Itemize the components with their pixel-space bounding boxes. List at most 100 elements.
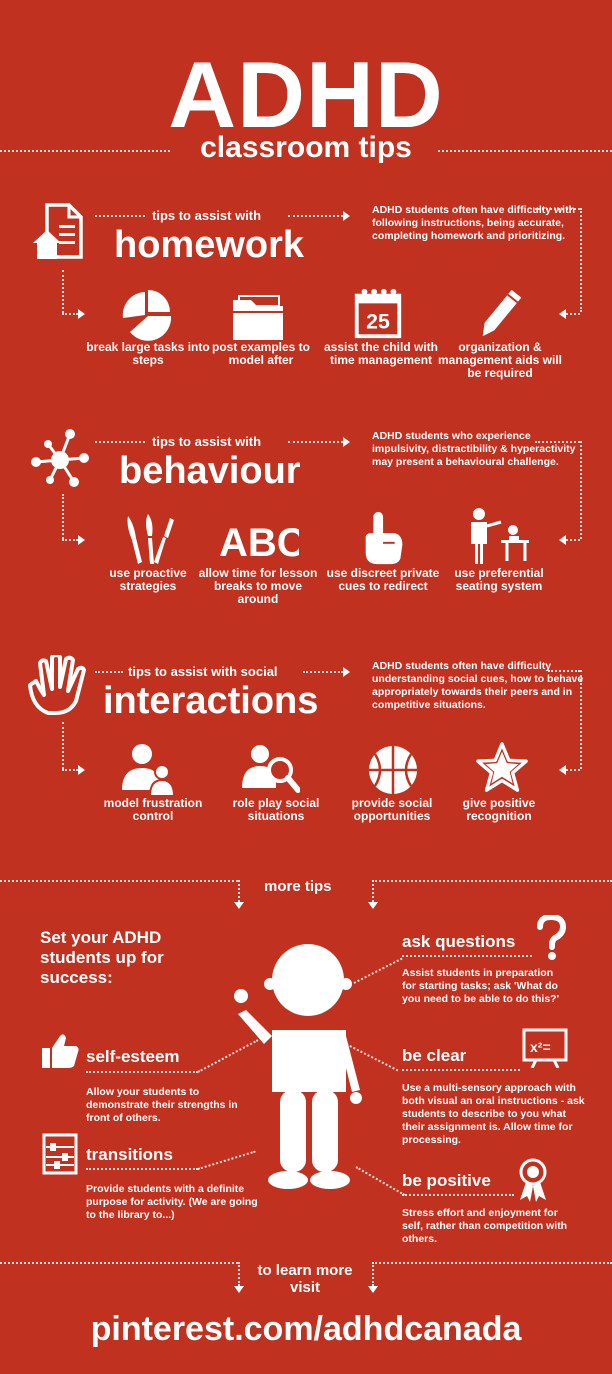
question-mark-icon bbox=[536, 913, 567, 961]
arrow-left-icon bbox=[559, 765, 566, 775]
pencil-icon bbox=[472, 286, 532, 342]
divider bbox=[303, 671, 343, 673]
section-kicker: tips to assist with bbox=[152, 208, 262, 223]
arrow-right-icon bbox=[343, 211, 350, 221]
divider bbox=[580, 208, 582, 312]
divider bbox=[95, 671, 123, 673]
people-icon bbox=[118, 742, 178, 798]
divider bbox=[288, 441, 343, 443]
tip-label: use discreet private cues to redirect bbox=[326, 566, 440, 593]
section-description: ADHD students often have difficulty unde… bbox=[372, 660, 584, 711]
section-kicker: tips to assist with social bbox=[128, 664, 278, 679]
award-ribbon-icon bbox=[516, 1158, 550, 1202]
divider bbox=[62, 270, 64, 313]
arrow-right-icon bbox=[78, 309, 85, 319]
folder-icon bbox=[229, 288, 289, 344]
waving-hand-icon bbox=[26, 653, 92, 715]
be-clear-text: Use a multi-sensory approach with both v… bbox=[402, 1082, 585, 1146]
thumbs-up-icon bbox=[40, 1032, 80, 1070]
tip-label: provide social opportunities bbox=[351, 796, 433, 823]
be-positive-title: be positive bbox=[402, 1171, 491, 1190]
calendar-icon: 25 bbox=[348, 286, 408, 342]
section-heading: behaviour bbox=[119, 450, 301, 492]
pie-chart-icon bbox=[116, 288, 176, 344]
ask-questions-title: ask questions bbox=[402, 932, 516, 951]
abc-icon: ABC bbox=[219, 512, 306, 568]
tip-label: model frustration control bbox=[103, 796, 203, 823]
learn-more-label: to learn more visit bbox=[257, 1262, 353, 1296]
arrow-left-icon bbox=[559, 309, 566, 319]
divider bbox=[566, 539, 580, 541]
page-title: ADHD bbox=[168, 42, 444, 147]
divider bbox=[0, 1262, 238, 1264]
abacus-icon bbox=[42, 1133, 78, 1175]
divider bbox=[86, 1071, 198, 1073]
ask-questions-text: Assist students in preparation for start… bbox=[402, 967, 560, 1005]
divider bbox=[372, 880, 612, 882]
tip-label: allow time for lesson breaks to move aro… bbox=[198, 566, 318, 606]
arrow-down-icon bbox=[234, 1286, 244, 1293]
divider bbox=[402, 1069, 520, 1071]
chalkboard-text: x²= bbox=[530, 1039, 551, 1055]
divider bbox=[0, 880, 238, 882]
divider bbox=[238, 880, 240, 902]
arrow-right-icon bbox=[343, 667, 350, 677]
divider bbox=[62, 769, 78, 771]
basketball-icon bbox=[363, 742, 423, 798]
divider bbox=[62, 313, 78, 315]
divider bbox=[438, 150, 612, 152]
star-icon bbox=[472, 740, 532, 796]
transitions-title: transitions bbox=[86, 1145, 173, 1164]
arrow-right-icon bbox=[78, 535, 85, 545]
arrow-left-icon bbox=[559, 535, 566, 545]
self-esteem-title: self-esteem bbox=[86, 1047, 180, 1066]
abc-glyph: ABC bbox=[219, 521, 299, 565]
calendar-day-number: 25 bbox=[366, 309, 390, 333]
child-figure-illustration bbox=[228, 940, 388, 1198]
be-positive-text: Stress effort and enjoyment for self, ra… bbox=[402, 1207, 568, 1245]
teacher-desk-icon bbox=[467, 506, 531, 566]
divider bbox=[566, 313, 580, 315]
divider bbox=[0, 150, 170, 152]
arrow-down-icon bbox=[368, 902, 378, 909]
divider bbox=[580, 670, 582, 769]
tip-label: use preferential seating system bbox=[454, 566, 544, 593]
divider bbox=[372, 880, 374, 902]
be-clear-title: be clear bbox=[402, 1046, 467, 1065]
more-tips-label: more tips bbox=[264, 878, 332, 895]
divider bbox=[535, 441, 580, 443]
divider bbox=[372, 1262, 374, 1286]
tip-label: role play social situations bbox=[232, 796, 320, 823]
tip-label: use proactive strategies bbox=[109, 566, 187, 593]
transitions-text: Provide students with a definite purpose… bbox=[86, 1183, 258, 1221]
arrow-down-icon bbox=[234, 902, 244, 909]
chalkboard-icon: x²= bbox=[522, 1028, 568, 1069]
divider bbox=[580, 441, 582, 539]
tip-label: assist the child with time management bbox=[323, 340, 439, 367]
tip-label: break large tasks into steps bbox=[86, 340, 210, 367]
section-heading: interactions bbox=[103, 680, 319, 722]
tip-label: organization & management aids will be r… bbox=[437, 340, 563, 380]
tip-label: give positive recognition bbox=[462, 796, 536, 823]
section-heading: homework bbox=[114, 224, 305, 266]
section-kicker: tips to assist with bbox=[152, 434, 262, 449]
arrow-right-icon bbox=[343, 437, 350, 447]
pointing-hand-icon bbox=[355, 510, 415, 566]
divider bbox=[402, 955, 532, 957]
divider bbox=[95, 215, 145, 217]
section-description: ADHD students who experience impulsivity… bbox=[372, 430, 576, 468]
section-description: ADHD students often have difficulty with… bbox=[372, 204, 576, 242]
divider bbox=[62, 494, 64, 539]
document-house-icon bbox=[33, 203, 87, 261]
divider bbox=[566, 769, 580, 771]
arrow-right-icon bbox=[78, 765, 85, 775]
divider bbox=[95, 441, 145, 443]
divider bbox=[402, 1194, 514, 1196]
tip-label: post examples to model after bbox=[211, 340, 311, 367]
brushes-icon bbox=[118, 512, 178, 568]
divider bbox=[62, 539, 78, 541]
divider bbox=[238, 1262, 240, 1286]
footer-url-link[interactable]: pinterest.com/adhdcanada bbox=[90, 1310, 522, 1348]
arrow-down-icon bbox=[368, 1286, 378, 1293]
divider bbox=[548, 670, 580, 672]
